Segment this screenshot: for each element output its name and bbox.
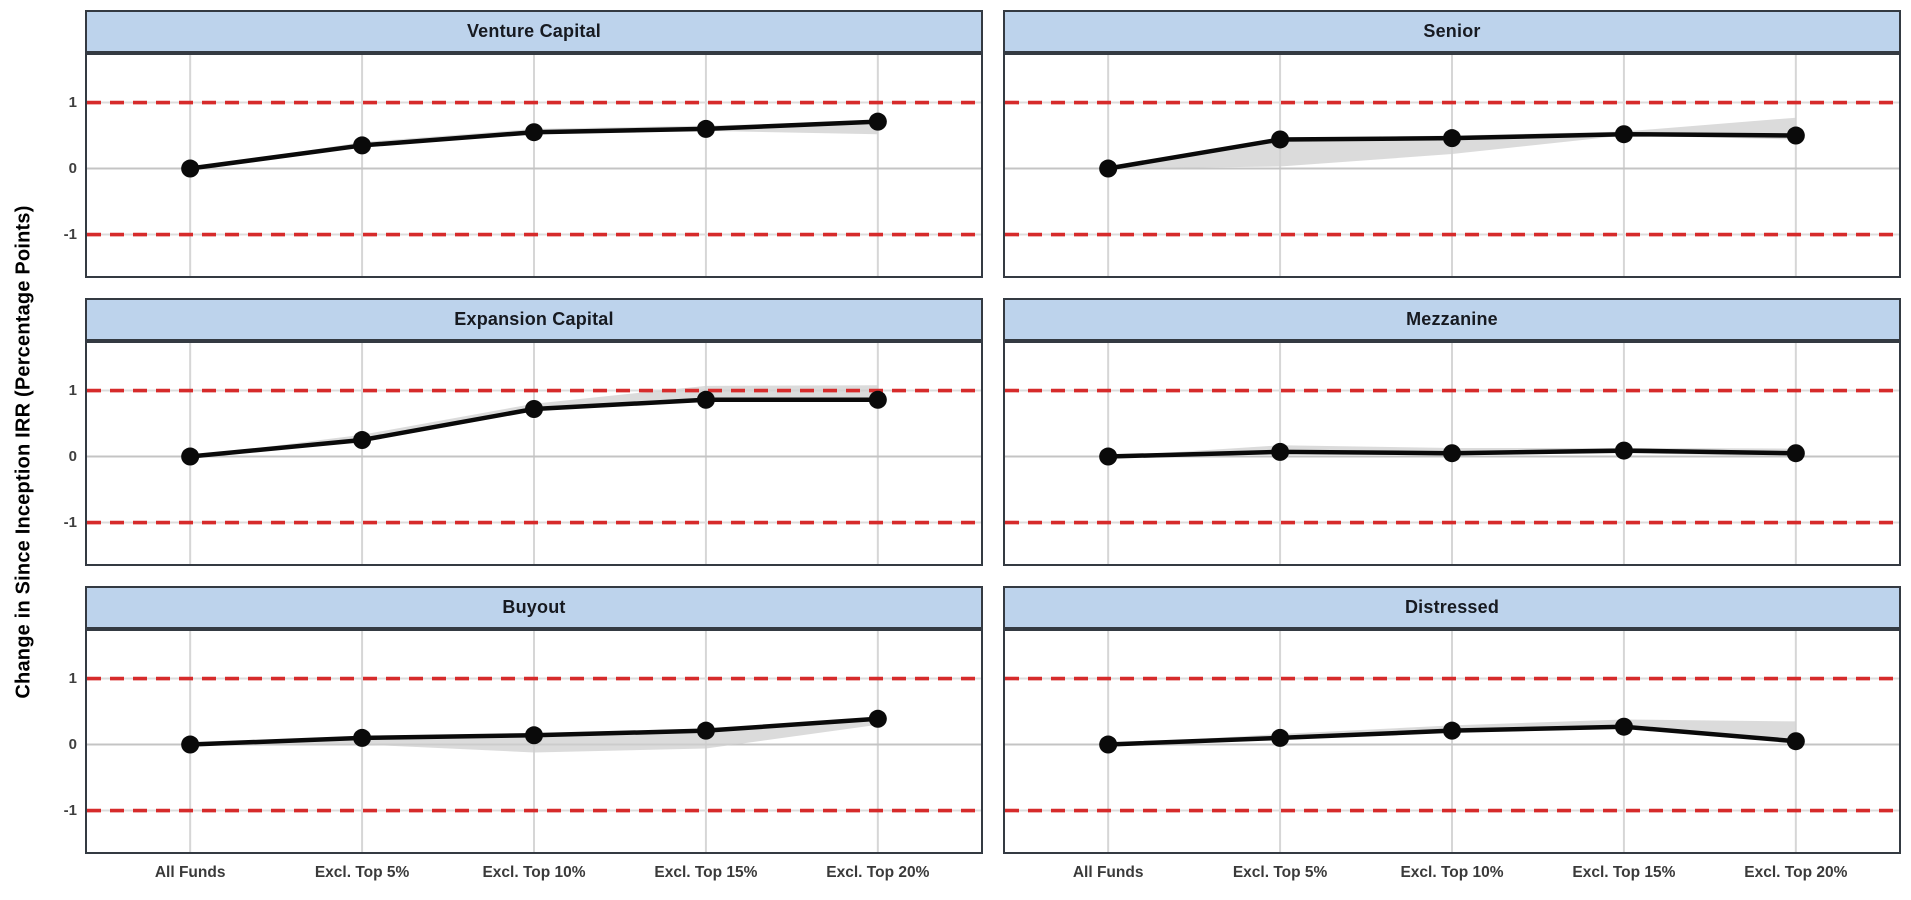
data-point <box>1786 126 1805 145</box>
plot-area <box>87 343 981 564</box>
data-point <box>1099 159 1118 178</box>
x-tick-label: Excl. Top 15% <box>1572 864 1676 881</box>
x-tick-label: Excl. Top 20% <box>1744 864 1848 881</box>
plot-area <box>1005 343 1899 564</box>
panel-title: Buyout <box>87 588 981 631</box>
data-point <box>353 728 372 747</box>
panel-distressed: Distressed <box>1003 586 1901 854</box>
panel-title: Venture Capital <box>87 12 981 55</box>
x-tick-label: All Funds <box>154 864 226 881</box>
data-point <box>1443 444 1461 463</box>
y-tick-label: 1 <box>68 381 77 399</box>
panel-title: Distressed <box>1005 588 1899 631</box>
panel-venture-capital: Venture Capital <box>85 10 983 278</box>
y-tick-label: 0 <box>68 159 77 177</box>
y-tick-label: -1 <box>63 801 77 819</box>
panel-title: Senior <box>1005 12 1899 55</box>
x-tick-label: All Funds <box>1072 864 1144 881</box>
data-point <box>525 400 543 418</box>
y-tick-label: -1 <box>63 225 77 243</box>
data-point <box>1271 728 1290 747</box>
data-point <box>525 123 543 142</box>
data-point <box>1786 444 1805 463</box>
panel-expansion-capital: Expansion Capital <box>85 298 983 566</box>
y-tick-label: 1 <box>68 93 77 111</box>
plot-area <box>87 55 981 276</box>
plot-area <box>1005 55 1899 276</box>
data-point <box>1614 125 1633 144</box>
x-tick-label: Excl. Top 10% <box>482 864 586 881</box>
data-point <box>525 726 543 745</box>
panel-buyout: Buyout <box>85 586 983 854</box>
plot-area <box>1005 631 1899 852</box>
y-axis-title: Change in Since Inception IRR (Percentag… <box>12 205 35 699</box>
data-point <box>1271 130 1290 149</box>
panel-senior: Senior <box>1003 10 1901 278</box>
data-point <box>1614 717 1633 736</box>
data-point <box>696 721 715 740</box>
data-point <box>1443 129 1461 148</box>
data-point <box>1271 442 1290 461</box>
x-tick-label: Excl. Top 5% <box>1232 864 1328 881</box>
data-point <box>1443 721 1461 740</box>
data-point <box>181 735 200 754</box>
data-point <box>1099 735 1118 754</box>
panel-title: Mezzanine <box>1005 300 1899 343</box>
data-point <box>868 390 887 409</box>
y-tick-label: 0 <box>68 447 77 465</box>
plot-area <box>87 631 981 852</box>
data-point <box>1786 732 1805 751</box>
x-tick-label: Excl. Top 10% <box>1400 864 1504 881</box>
panel-mezzanine: Mezzanine <box>1003 298 1901 566</box>
x-tick-label: Excl. Top 20% <box>826 864 930 881</box>
data-point <box>1614 441 1633 460</box>
data-point <box>696 119 715 138</box>
y-tick-label: -1 <box>63 513 77 531</box>
data-point <box>181 159 200 178</box>
y-tick-label: 0 <box>68 735 77 753</box>
data-point <box>868 112 887 131</box>
data-point <box>181 447 200 466</box>
x-tick-label: Excl. Top 15% <box>654 864 758 881</box>
data-point <box>868 709 887 728</box>
data-point <box>1099 447 1118 466</box>
panel-title: Expansion Capital <box>87 300 981 343</box>
data-point <box>353 136 372 155</box>
data-point <box>696 390 715 409</box>
y-tick-label: 1 <box>68 669 77 687</box>
x-tick-label: Excl. Top 5% <box>314 864 410 881</box>
data-point <box>353 431 372 450</box>
